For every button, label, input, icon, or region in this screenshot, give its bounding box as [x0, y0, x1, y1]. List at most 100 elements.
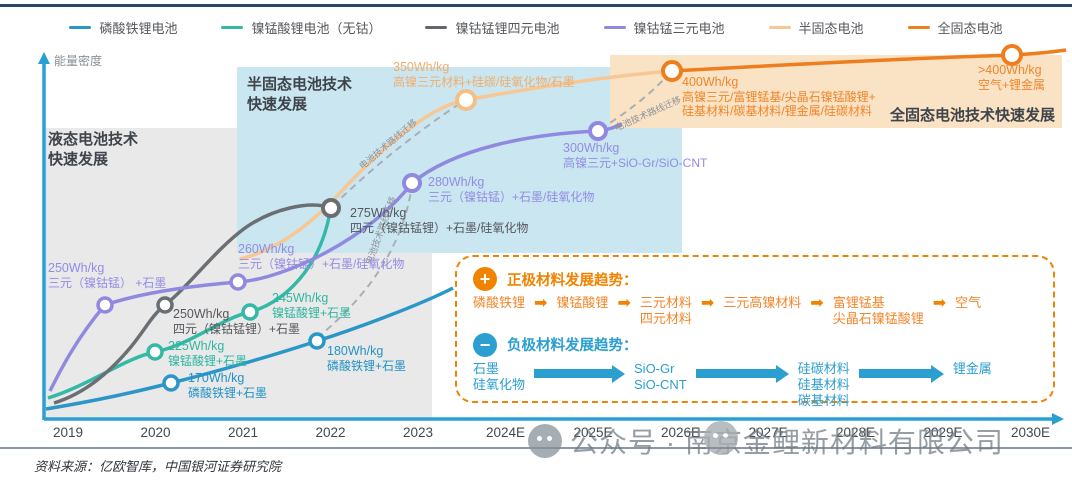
point-280	[402, 173, 422, 193]
region-label-liquid: 液态电池技术 快速发展	[48, 131, 139, 169]
region-label-solid: 全固态电池技术快速发展	[890, 107, 1056, 124]
arrow-right-icon	[695, 364, 789, 383]
legend-label: 镍钴锰三元电池	[633, 21, 725, 36]
positive-trend-chain: 磷酸铁锂 ➡ 镍锰酸锂 ➡ 三元材料 四元材料 ➡ 三元高镍材料 ➡ 富锂锰基 尖晶石镍锰酸锂 ➡…	[473, 295, 1039, 328]
trend-step: 锂金属	[952, 360, 992, 376]
point-250-ternary	[96, 296, 114, 314]
axis-year-label: 2027E	[748, 425, 788, 440]
y-axis-label: 能量密度	[54, 54, 103, 68]
trend-step: 硅碳材料 硅基材料 碳基材料	[797, 360, 850, 409]
annotation-250-quad: 250Wh/kg 四元（镍钴锰锂）+石墨	[173, 307, 301, 336]
annotation-300: 300Wh/kg 高镍三元+SiO-Gr/SiO-CNT	[563, 141, 708, 170]
trend-step: 三元材料 四元材料	[639, 295, 692, 327]
axis-year-label: 2022	[315, 425, 346, 440]
annotation-350: 350Wh/kg 高镍三元材料+硅碳/硅氧化物/石墨	[393, 60, 575, 89]
arrow-right-icon: ➡	[932, 295, 947, 312]
legend-swatch	[907, 26, 930, 29]
annotation-400: 400Wh/kg 高镍三元/富锂锰基/尖晶石镍锰酸锂+ 硅基材料/碳基材料/锂金…	[682, 75, 876, 119]
legend-swatch	[425, 26, 448, 29]
point-180	[308, 332, 326, 350]
axis-year-label: 2020	[140, 425, 171, 440]
axis-year-label: 2021	[227, 425, 259, 440]
legend-label: 磷酸铁锂电池	[99, 21, 178, 36]
axis-year-label: 2024E	[485, 425, 526, 440]
point-225	[146, 343, 164, 361]
arrow-right-icon: ➡	[617, 295, 631, 312]
point-300	[588, 121, 608, 141]
trend-step: 镍锰酸锂	[556, 295, 609, 310]
axis-year-label: 2026E	[660, 425, 701, 440]
legend-item: 全固态电池	[907, 18, 1003, 37]
trend-step: 富锂锰基 尖晶石镍锰酸锂	[832, 295, 924, 327]
annotation-245: 245Wh/kg 镍锰酸锂+石墨	[272, 291, 352, 320]
annotation-260: 260Wh/kg 三元（镍钴锰）+石墨/硅氧化物	[238, 242, 405, 271]
x-axis-arrow-icon	[1052, 413, 1064, 425]
legend-label: 镍锰酸锂电池（无钴）	[251, 21, 382, 36]
axis-year-label: 2019	[52, 425, 84, 440]
negative-trend-title: 负极材料发展趋势：	[507, 338, 638, 354]
point-170	[162, 374, 180, 392]
curve-all-solid	[671, 48, 1067, 73]
legend-swatch	[69, 26, 92, 29]
curve-lfp	[45, 286, 454, 411]
watermark: 公众号 · 南京金鲤新材料有限公司	[528, 421, 1004, 461]
minus-icon: −	[473, 332, 497, 357]
legend-label: 镍钴锰锂四元电池	[455, 21, 560, 36]
wechat-icon	[528, 424, 562, 458]
migration-dashed-lfp-to-ncm	[316, 184, 413, 339]
top-divider	[0, 4, 1072, 7]
region-label-semi: 半固态电池技术 快速发展	[247, 76, 353, 114]
arrow-right-icon: ➡	[700, 295, 715, 312]
annotation-225: 225Wh/kg 镍锰酸锂+石墨	[168, 339, 248, 368]
legend-item: 镍钴锰三元电池	[603, 18, 725, 37]
axis-year-label: 2030E	[1010, 425, 1051, 440]
wechat-icon-2	[704, 421, 738, 455]
positive-trend-title: 正极材料发展趋势：	[507, 272, 638, 289]
plus-icon: +	[473, 267, 497, 291]
trend-step: 空气	[955, 295, 982, 310]
y-axis-arrow-icon	[38, 52, 50, 64]
arrow-right-icon: ➡	[534, 295, 548, 312]
trend-step: 石墨 硅氧化物	[473, 360, 526, 392]
trend-step: 三元高镍材料	[723, 295, 802, 310]
arrow-right-icon: ➡	[810, 295, 824, 312]
annotation-170: 170Wh/kg 磷酸铁锂+石墨	[188, 371, 268, 400]
legend-swatch	[221, 26, 244, 29]
axis-year-label: 2023	[402, 425, 434, 440]
point-350	[455, 89, 477, 111]
axis-year-label: 2029E	[923, 425, 963, 440]
legend-swatch	[768, 26, 791, 29]
material-trend-box: + 正极材料发展趋势： 磷酸铁锂 ➡ 镍锰酸锂 ➡ 三元材料 四元材料 ➡ 三元高镍材料 ➡ 富…	[455, 255, 1055, 408]
annotation-275: 275Wh/kg 四元（镍钴锰锂）+石墨/硅氧化物	[350, 206, 529, 235]
legend-swatch	[603, 26, 626, 29]
annotation-280: 280Wh/kg 三元（镍钴锰）+石墨/硅氧化物	[428, 175, 595, 204]
legend-item: 磷酸铁锂电池	[69, 18, 177, 37]
axis-year-label: 2025E	[573, 425, 613, 440]
region-all-solid-battery	[610, 55, 1062, 128]
arrow-right-icon	[858, 364, 944, 383]
annotation-180: 180Wh/kg 磷酸铁锂+石墨	[327, 344, 407, 373]
annotation-250-ternary: 250Wh/kg 三元（镍钴锰） +石墨	[48, 261, 167, 290]
trend-step: SiO-Gr SiO-CNT	[634, 360, 687, 392]
arrow-right-icon	[534, 364, 626, 383]
negative-trend-chain: 石墨 硅氧化物 SiO-Gr SiO-CNT 硅碳材料 硅基材料 碳基材料 锂金属	[473, 361, 1039, 410]
point-400plus	[1001, 44, 1023, 66]
axis-year-label: 2028E	[835, 425, 876, 440]
point-400	[661, 60, 683, 82]
migration-dashed-quad-to-semisolid	[332, 101, 463, 207]
migration-dashed-ncm-to-solid	[599, 74, 669, 130]
annotation-400plus: >400Wh/kg 空气+锂金属	[978, 63, 1046, 92]
legend-label: 全固态电池	[937, 21, 1003, 36]
legend-item: 镍钴锰锂四元电池	[425, 18, 560, 37]
point-250-quad	[156, 296, 174, 314]
legend-label: 半固态电池	[798, 21, 864, 36]
point-275	[321, 198, 341, 218]
curve-semi-solid	[239, 69, 673, 261]
watermark-text: 公众号 · 南京金鲤新材料有限公司	[570, 427, 1004, 458]
point-260	[229, 273, 247, 291]
chart-legend: 磷酸铁锂电池 镍锰酸锂电池（无钴） 镍钴锰锂四元电池 镍钴锰三元电池 半固态电池 全固态电…	[0, 18, 1072, 37]
point-245	[241, 303, 259, 321]
legend-item: 镍锰酸锂电池（无钴）	[221, 18, 381, 37]
